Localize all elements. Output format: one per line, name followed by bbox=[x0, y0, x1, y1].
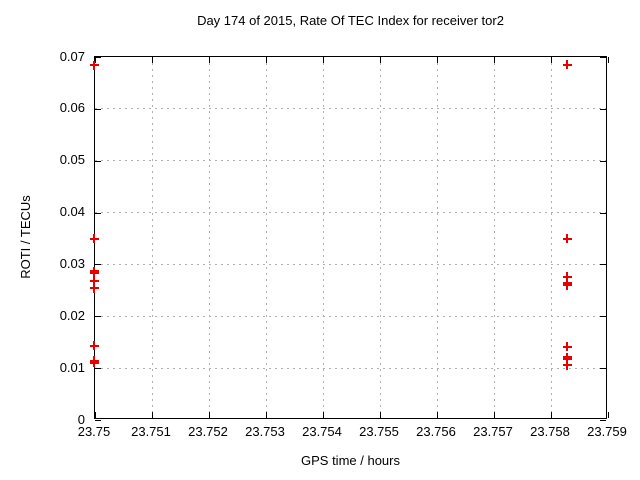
data-point-marker bbox=[89, 268, 99, 278]
x-gridline bbox=[379, 57, 381, 418]
y-tick-mark bbox=[95, 264, 101, 266]
x-tick-label: 23.751 bbox=[131, 424, 171, 439]
data-point-marker bbox=[562, 354, 572, 364]
y-tick-mark bbox=[600, 420, 606, 421]
x-tick-mark bbox=[266, 412, 267, 418]
x-tick-label: 23.754 bbox=[302, 424, 342, 439]
data-point-marker bbox=[562, 234, 572, 244]
x-tick-label: 23.752 bbox=[188, 424, 228, 439]
chart-title: Day 174 of 2015, Rate Of TEC Index for r… bbox=[197, 13, 504, 28]
x-tick-mark bbox=[380, 412, 381, 418]
y-tick-label: 0.06 bbox=[59, 100, 85, 116]
x-gridline bbox=[550, 57, 552, 418]
x-tick-mark bbox=[494, 412, 495, 418]
x-gridline bbox=[436, 57, 438, 418]
x-tick-label: 23.757 bbox=[473, 424, 513, 439]
x-tick-label: 23.75 bbox=[77, 424, 111, 439]
y-tick-label: 0.02 bbox=[59, 307, 85, 323]
data-point-marker bbox=[89, 358, 99, 368]
x-tick-mark bbox=[152, 57, 153, 63]
x-tick-label: 23.758 bbox=[530, 424, 570, 439]
y-gridline bbox=[95, 263, 606, 265]
x-gridline bbox=[208, 57, 210, 418]
x-tick-mark bbox=[209, 412, 210, 418]
plot-area bbox=[94, 56, 609, 421]
x-tick-mark bbox=[152, 412, 153, 418]
x-tick-mark bbox=[380, 57, 381, 63]
x-tick-mark bbox=[95, 57, 96, 63]
y-gridline bbox=[95, 212, 606, 214]
data-point-marker bbox=[89, 60, 99, 70]
y-tick-mark bbox=[95, 160, 101, 162]
data-point-marker bbox=[89, 276, 99, 286]
data-point-marker bbox=[562, 342, 572, 352]
x-tick-label: 23.756 bbox=[416, 424, 456, 439]
data-point-marker bbox=[89, 234, 99, 244]
x-tick-mark bbox=[95, 412, 96, 418]
data-point-marker bbox=[562, 272, 572, 282]
x-tick-label: 23.753 bbox=[245, 424, 285, 439]
y-tick-mark bbox=[600, 57, 606, 58]
y-tick-mark bbox=[600, 368, 606, 370]
x-tick-mark bbox=[551, 57, 552, 63]
y-tick-mark bbox=[95, 420, 101, 421]
y-tick-mark bbox=[600, 108, 606, 110]
y-tick-label: 0.04 bbox=[59, 204, 85, 220]
y-tick-label: 0.05 bbox=[59, 152, 85, 168]
x-tick-mark bbox=[551, 412, 552, 418]
x-tick-mark bbox=[437, 57, 438, 63]
x-tick-mark bbox=[437, 412, 438, 418]
y-gridline bbox=[95, 367, 606, 369]
y-tick-mark bbox=[95, 368, 101, 370]
y-tick-mark bbox=[95, 57, 101, 58]
x-tick-mark bbox=[608, 412, 609, 418]
x-tick-label: 23.755 bbox=[359, 424, 399, 439]
y-tick-mark bbox=[600, 160, 606, 162]
y-gridline bbox=[95, 108, 606, 110]
x-tick-label: 23.759 bbox=[587, 424, 627, 439]
x-tick-mark bbox=[323, 57, 324, 63]
y-tick-mark bbox=[95, 212, 101, 214]
y-gridline bbox=[95, 160, 606, 162]
x-gridline bbox=[265, 57, 267, 418]
data-point-marker bbox=[562, 280, 572, 290]
y-tick-mark bbox=[600, 212, 606, 214]
y-tick-mark bbox=[95, 108, 101, 110]
y-tick-label: 0.01 bbox=[59, 359, 85, 375]
data-point-marker bbox=[562, 60, 572, 70]
y-tick-label: 0.03 bbox=[59, 255, 85, 271]
data-point-marker bbox=[89, 283, 99, 293]
x-tick-mark bbox=[266, 57, 267, 63]
x-tick-mark bbox=[209, 57, 210, 63]
y-tick-mark bbox=[95, 316, 101, 318]
y-tick-label: 0.07 bbox=[59, 48, 85, 64]
x-tick-mark bbox=[323, 412, 324, 418]
y-tick-mark bbox=[600, 264, 606, 266]
x-gridline bbox=[493, 57, 495, 418]
x-gridline bbox=[151, 57, 153, 418]
x-tick-mark bbox=[494, 57, 495, 63]
data-point-marker bbox=[562, 360, 572, 370]
x-tick-mark bbox=[608, 57, 609, 63]
x-axis-label: GPS time / hours bbox=[301, 453, 400, 468]
x-gridline bbox=[322, 57, 324, 418]
y-tick-label: 0 bbox=[77, 411, 85, 427]
y-gridline bbox=[95, 315, 606, 317]
y-tick-mark bbox=[600, 316, 606, 318]
data-point-marker bbox=[89, 341, 99, 351]
